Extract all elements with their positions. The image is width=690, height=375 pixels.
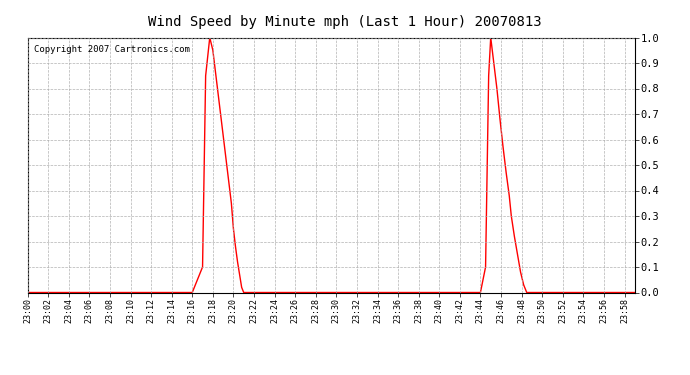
Text: Wind Speed by Minute mph (Last 1 Hour) 20070813: Wind Speed by Minute mph (Last 1 Hour) 2… [148, 15, 542, 29]
Text: Copyright 2007 Cartronics.com: Copyright 2007 Cartronics.com [34, 45, 190, 54]
